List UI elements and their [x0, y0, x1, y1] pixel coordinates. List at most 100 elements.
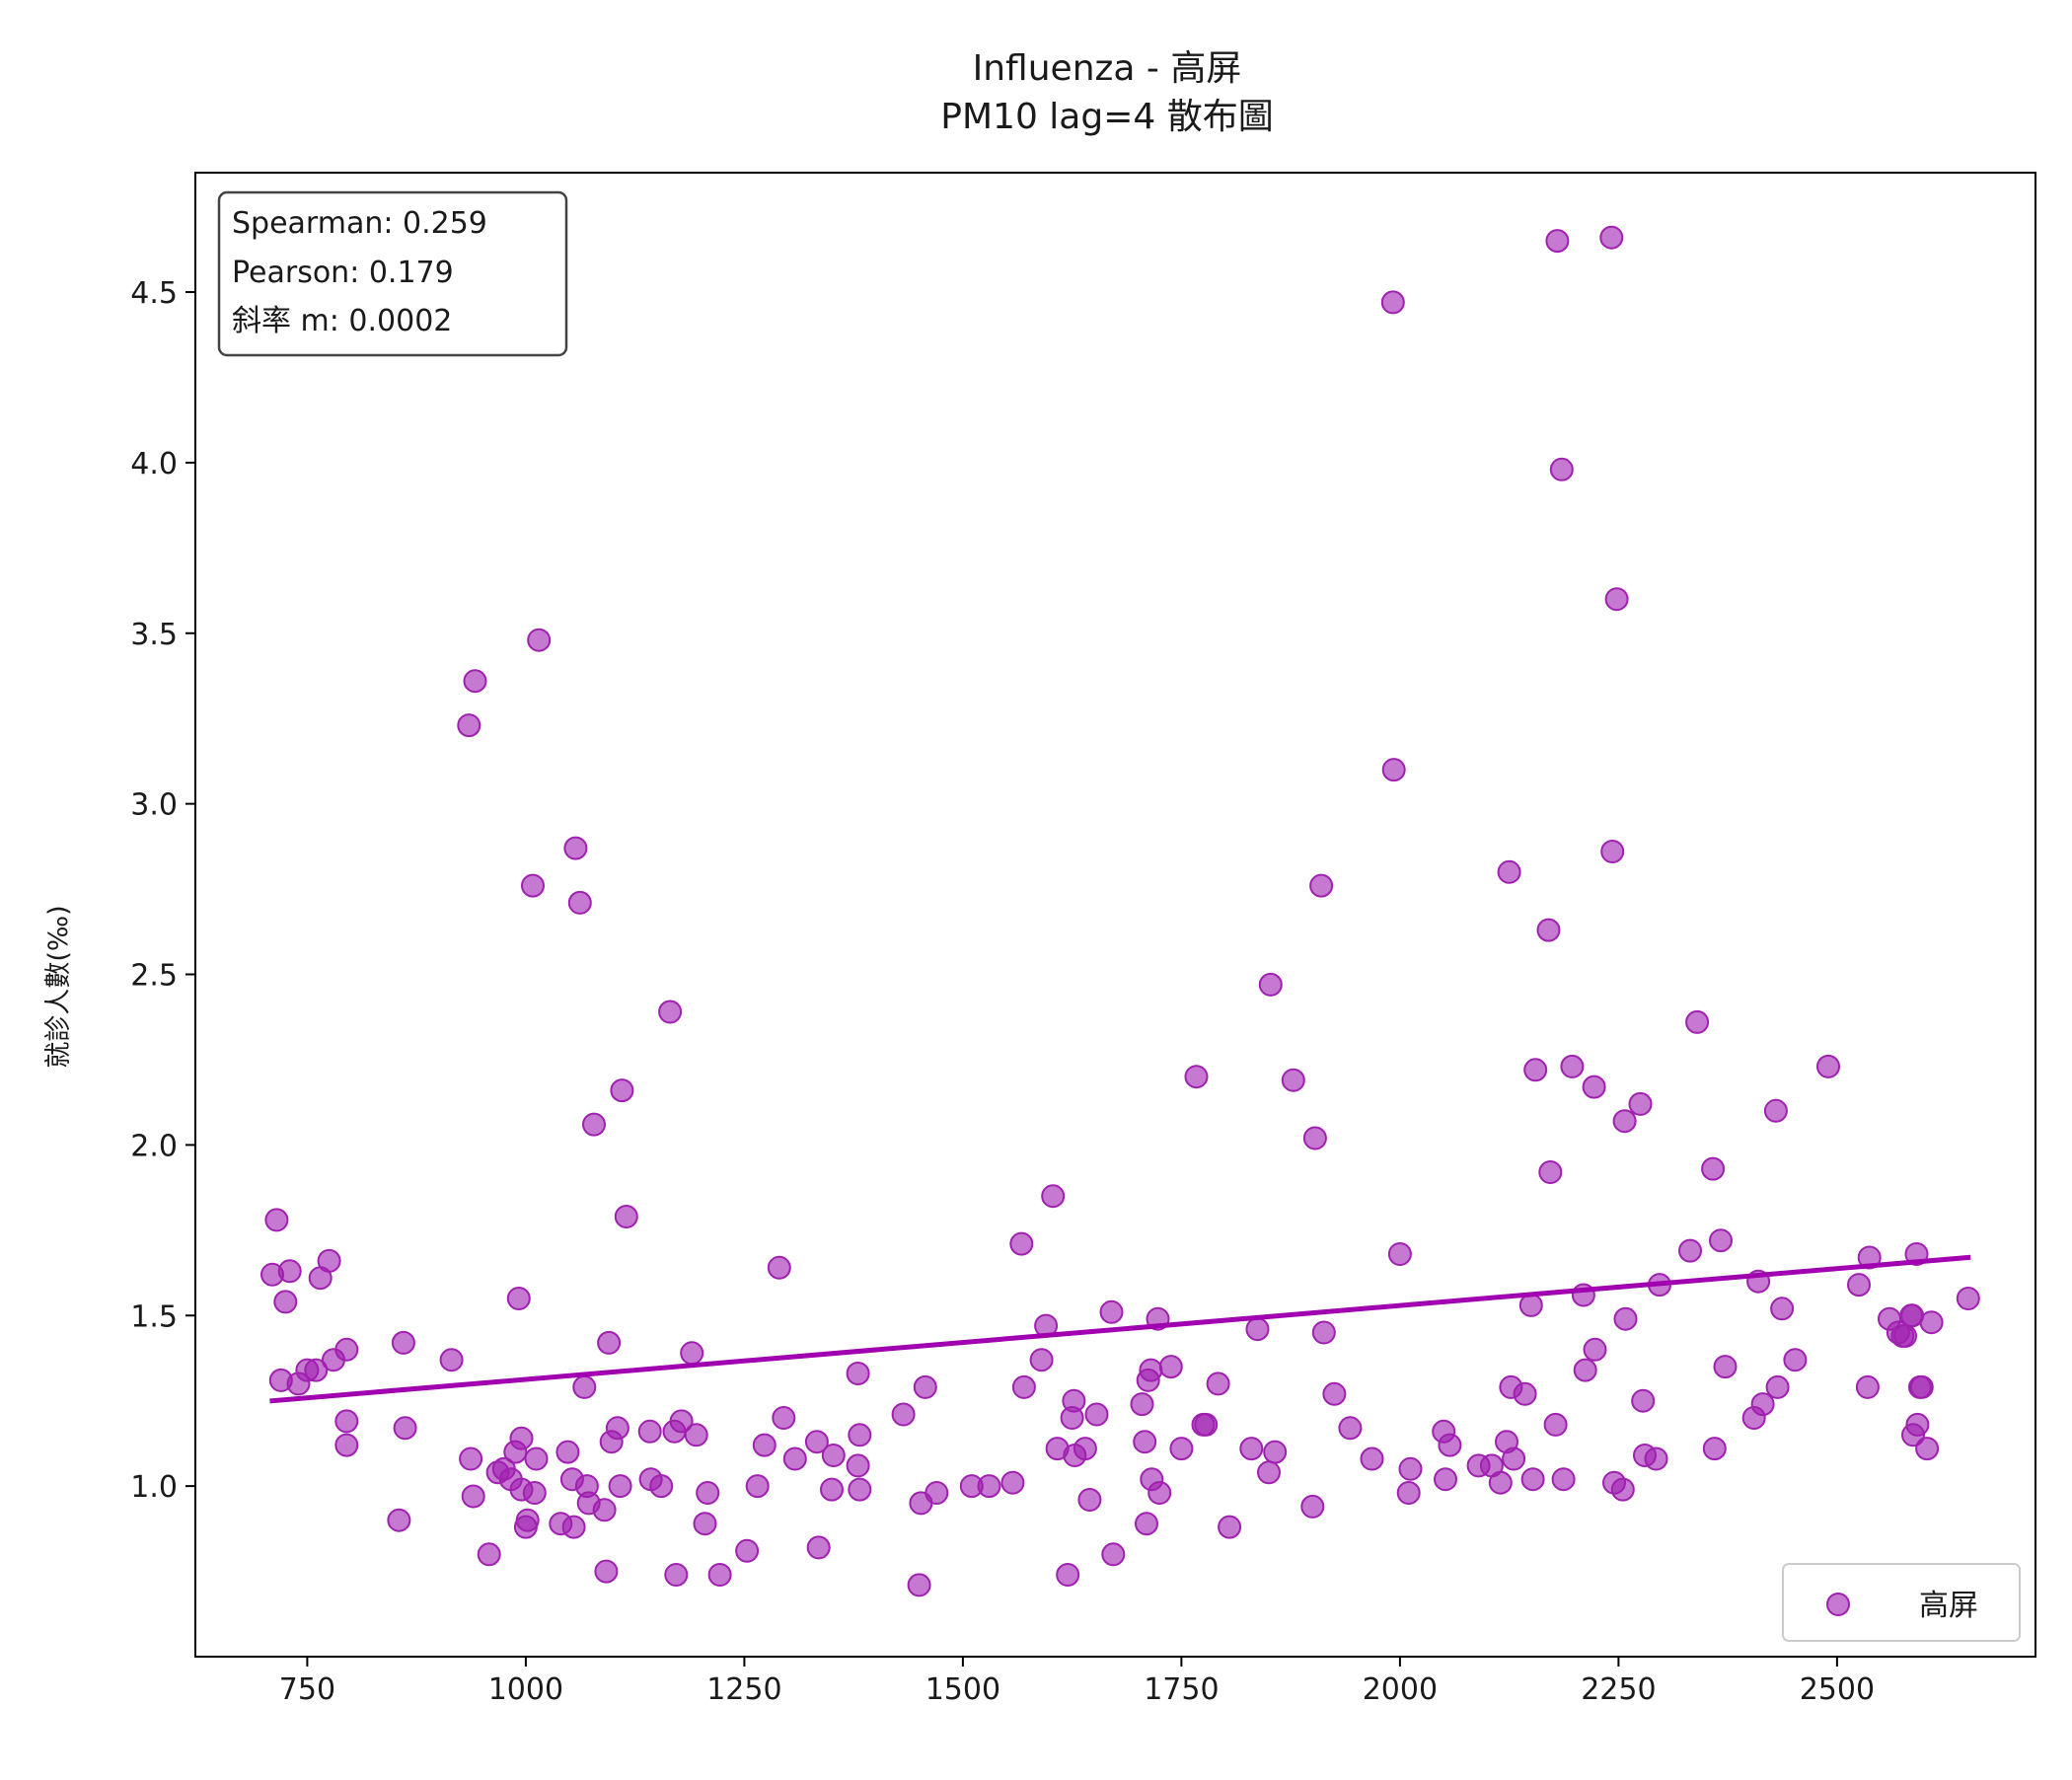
- data-point: [457, 713, 481, 738]
- data-point: [684, 1423, 708, 1447]
- data-point: [925, 1481, 949, 1505]
- x-tick-label: 1000: [488, 1672, 563, 1707]
- data-point: [463, 669, 487, 694]
- data-point: [521, 873, 545, 898]
- trend-line: [269, 1254, 1971, 1404]
- y-tick-label: 2.5: [130, 959, 178, 994]
- data-point: [1380, 290, 1405, 315]
- data-point: [846, 1362, 870, 1385]
- data-point: [1678, 1238, 1702, 1263]
- data-point: [1184, 1065, 1209, 1089]
- data-point: [1520, 1467, 1545, 1492]
- data-point: [439, 1348, 464, 1372]
- data-point: [735, 1538, 760, 1563]
- data-point: [1309, 873, 1334, 898]
- data-point: [304, 1358, 329, 1382]
- data-point: [1551, 1467, 1576, 1492]
- data-point: [1073, 1437, 1097, 1461]
- data-point: [597, 1330, 622, 1355]
- trendline-layer: [269, 1254, 1971, 1404]
- data-point: [772, 1406, 796, 1430]
- legend-label: 高屏: [1919, 1589, 1978, 1623]
- x-tick-label: 750: [279, 1672, 335, 1707]
- data-point: [1011, 1374, 1036, 1399]
- data-point: [461, 1484, 485, 1509]
- data-point: [1338, 1416, 1363, 1441]
- data-point: [1909, 1374, 1934, 1399]
- data-point: [767, 1255, 791, 1280]
- data-point: [334, 1409, 359, 1434]
- data-point: [693, 1512, 717, 1536]
- data-point: [567, 890, 592, 915]
- data-point: [848, 1423, 872, 1447]
- data-point: [1513, 1381, 1537, 1406]
- data-point: [1702, 1437, 1727, 1461]
- x-tick-label: 1750: [1144, 1672, 1219, 1707]
- data-point: [1613, 1306, 1638, 1331]
- data-point: [1816, 1054, 1840, 1078]
- data-point: [1322, 1381, 1347, 1406]
- data-point: [1583, 1337, 1607, 1362]
- data-point: [614, 1205, 638, 1228]
- data-point: [637, 1419, 662, 1444]
- data-point: [1258, 972, 1283, 997]
- data-point: [509, 1426, 534, 1450]
- data-point: [1560, 1054, 1585, 1078]
- data-point: [1956, 1287, 1980, 1310]
- data-point: [1783, 1348, 1808, 1372]
- data-point: [1438, 1433, 1462, 1457]
- data-point: [1133, 1430, 1157, 1454]
- data-point: [393, 1416, 417, 1441]
- data-point: [1549, 457, 1574, 482]
- data-point: [592, 1498, 617, 1522]
- data-point: [391, 1330, 415, 1355]
- data-point: [1101, 1542, 1126, 1567]
- data-point: [1604, 587, 1629, 612]
- x-tick-label: 2250: [1581, 1672, 1656, 1707]
- data-point: [555, 1440, 580, 1464]
- data-point: [522, 1481, 547, 1505]
- y-tick-label: 4.5: [130, 276, 178, 311]
- data-point: [891, 1402, 916, 1427]
- y-tick-label: 1.5: [130, 1299, 178, 1334]
- data-point: [1381, 758, 1406, 782]
- y-tick-label: 3.0: [130, 788, 178, 823]
- data-point: [1387, 1242, 1412, 1266]
- stats-box-frame: [217, 190, 568, 357]
- data-point: [1685, 1009, 1710, 1034]
- data-point: [782, 1446, 807, 1471]
- data-point: [1218, 1515, 1242, 1539]
- data-point: [506, 1287, 531, 1310]
- data-point: [561, 1515, 586, 1539]
- data-point: [273, 1290, 298, 1314]
- data-point: [1497, 859, 1521, 884]
- data-point: [1713, 1355, 1738, 1379]
- data-point: [669, 1409, 694, 1434]
- data-point: [477, 1542, 501, 1567]
- data-point: [1302, 1126, 1327, 1150]
- data-point: [664, 1563, 689, 1587]
- data-point: [317, 1248, 341, 1273]
- data-point: [1281, 1068, 1305, 1092]
- data-point: [582, 1112, 606, 1137]
- data-point: [1239, 1437, 1264, 1461]
- data-point: [848, 1477, 872, 1502]
- data-point: [594, 1559, 619, 1584]
- data-point: [1628, 1091, 1653, 1116]
- y-tick-label: 3.5: [130, 618, 178, 652]
- data-point: [515, 1508, 540, 1532]
- axis-ticks-layer: 750 1000 1250 1500 1750 2000 2250 2500 1.0 1.5 2.0…: [130, 276, 1875, 1707]
- data-point: [1169, 1437, 1194, 1461]
- data-point: [1434, 1467, 1457, 1492]
- data-point: [1612, 1109, 1637, 1134]
- data-point: [913, 1374, 937, 1399]
- data-point: [1099, 1299, 1124, 1324]
- data-point: [1582, 1075, 1606, 1099]
- data-point: [527, 628, 552, 652]
- data-point: [820, 1477, 844, 1502]
- x-tick-label: 1250: [706, 1672, 781, 1707]
- data-point: [1631, 1388, 1656, 1413]
- data-point: [1523, 1058, 1548, 1082]
- data-point: [804, 1430, 829, 1454]
